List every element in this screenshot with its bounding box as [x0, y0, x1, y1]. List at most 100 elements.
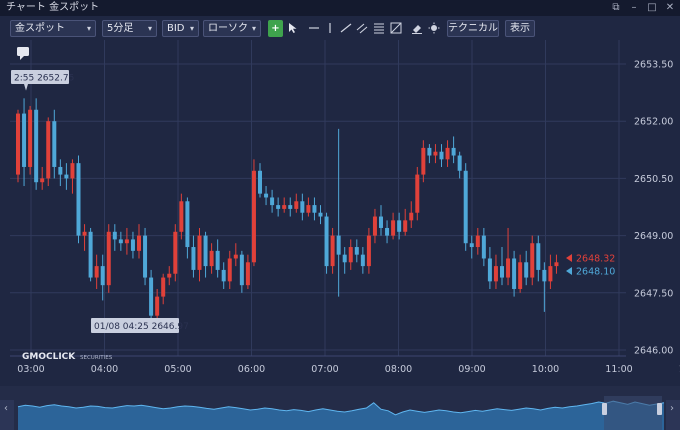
chevron-right-icon[interactable]: › — [670, 403, 674, 414]
candle-body[interactable] — [106, 231, 111, 286]
candle-body[interactable] — [324, 216, 329, 267]
candle-body[interactable] — [421, 147, 426, 175]
candle-body[interactable] — [451, 147, 456, 156]
candle-body[interactable] — [215, 250, 220, 270]
clear-all-icon[interactable] — [426, 20, 441, 37]
candle-body[interactable] — [233, 254, 238, 259]
candle-body[interactable] — [469, 243, 474, 248]
candle-body[interactable] — [463, 170, 468, 244]
chart-style-select[interactable]: ローソク ▾ — [203, 20, 261, 37]
maximize-icon[interactable]: □ — [647, 2, 657, 13]
candle-body[interactable] — [143, 235, 148, 278]
candle-body[interactable] — [493, 266, 498, 282]
candle-body[interactable] — [397, 220, 402, 232]
candle-body[interactable] — [209, 250, 214, 267]
candle-body[interactable] — [52, 121, 57, 167]
candle-body[interactable] — [58, 166, 63, 175]
horizontal-line-icon[interactable] — [306, 20, 321, 37]
candle-body[interactable] — [536, 243, 541, 270]
candle-body[interactable] — [481, 235, 486, 259]
candle-body[interactable] — [227, 258, 232, 282]
candle-body[interactable] — [282, 205, 287, 209]
candle-body[interactable] — [524, 262, 529, 278]
candle-body[interactable] — [118, 239, 123, 244]
candle-body[interactable] — [185, 201, 190, 248]
candle-body[interactable] — [306, 205, 311, 213]
interval-select[interactable]: 5分足 ▾ — [102, 20, 157, 37]
display-button[interactable]: 表示 — [505, 20, 535, 37]
candle-body[interactable] — [366, 235, 371, 267]
candle-body[interactable] — [475, 235, 480, 248]
candle-body[interactable] — [354, 247, 359, 255]
candle-body[interactable] — [64, 174, 69, 179]
candle-body[interactable] — [258, 170, 262, 194]
candle-body[interactable] — [270, 197, 275, 206]
candle-body[interactable] — [251, 170, 256, 263]
cursor-icon[interactable] — [285, 20, 300, 37]
channel-tool-icon[interactable] — [388, 20, 403, 37]
candle-body[interactable] — [439, 151, 444, 160]
candle-body[interactable] — [312, 205, 317, 213]
candle-body[interactable] — [70, 163, 75, 179]
candle-body[interactable] — [167, 273, 172, 278]
candle-body[interactable] — [16, 113, 20, 175]
candle-body[interactable] — [530, 243, 535, 278]
navigator-selection[interactable] — [604, 396, 662, 430]
symbol-select[interactable]: 金スポット ▾ — [10, 20, 96, 37]
candle-body[interactable] — [288, 205, 293, 209]
candle-body[interactable] — [100, 266, 105, 286]
comment-icon[interactable] — [17, 47, 29, 56]
parallel-lines-icon[interactable] — [354, 20, 369, 37]
navigator-handle-left[interactable] — [602, 403, 607, 415]
time-navigator[interactable]: ‹ › — [0, 386, 680, 430]
minimize-icon[interactable]: – — [631, 2, 637, 13]
technical-button[interactable]: テクニカル — [447, 20, 499, 37]
candle-body[interactable] — [203, 235, 208, 267]
candle-body[interactable] — [173, 231, 178, 274]
fibonacci-icon[interactable] — [371, 20, 386, 37]
candle-body[interactable] — [360, 254, 365, 267]
candle-body[interactable] — [457, 155, 462, 171]
candle-body[interactable] — [379, 216, 383, 228]
candle-body[interactable] — [300, 201, 305, 213]
candle-body[interactable] — [130, 239, 135, 251]
trend-line-icon[interactable] — [338, 20, 353, 37]
candle-body[interactable] — [179, 201, 184, 232]
candle-body[interactable] — [264, 193, 269, 198]
candle-body[interactable] — [112, 231, 117, 240]
candle-body[interactable] — [548, 266, 553, 282]
candle-body[interactable] — [500, 266, 504, 278]
popout-icon[interactable]: ⧉ — [612, 2, 620, 13]
chevron-left-icon[interactable]: ‹ — [4, 403, 8, 414]
navigator-scroll-left[interactable] — [0, 400, 14, 430]
candle-body[interactable] — [348, 247, 353, 263]
candle-body[interactable] — [28, 109, 33, 167]
candle-body[interactable] — [512, 258, 517, 289]
candle-body[interactable] — [161, 277, 166, 297]
candle-body[interactable] — [433, 151, 438, 156]
candle-body[interactable] — [82, 231, 87, 236]
candle-body[interactable] — [76, 163, 81, 236]
candle-body[interactable] — [318, 212, 323, 217]
candle-body[interactable] — [94, 266, 99, 278]
close-icon[interactable]: ✕ — [665, 2, 675, 13]
candle-body[interactable] — [542, 269, 547, 282]
candle-body[interactable] — [191, 247, 196, 270]
candle-body[interactable] — [294, 201, 299, 209]
candle-body[interactable] — [487, 258, 492, 282]
candle-body[interactable] — [372, 216, 377, 236]
candle-body[interactable] — [276, 205, 281, 209]
vertical-line-icon[interactable] — [322, 20, 337, 37]
candlestick-chart[interactable]: 2653.50 2652.00 2650.50 2649.00 2647.50 2646.… — [0, 40, 680, 390]
candle-body[interactable] — [427, 147, 432, 156]
candle-body[interactable] — [385, 227, 390, 236]
candle-body[interactable] — [342, 254, 347, 263]
candle-body[interactable] — [518, 262, 523, 289]
candle-body[interactable] — [46, 121, 51, 179]
price-side-select[interactable]: BID ▾ — [162, 20, 199, 37]
navigator-scroll-right[interactable] — [666, 400, 680, 430]
navigator-handle-right[interactable] — [657, 403, 662, 415]
candle-body[interactable] — [34, 109, 39, 183]
candle-body[interactable] — [403, 220, 408, 232]
candle-body[interactable] — [445, 147, 450, 160]
